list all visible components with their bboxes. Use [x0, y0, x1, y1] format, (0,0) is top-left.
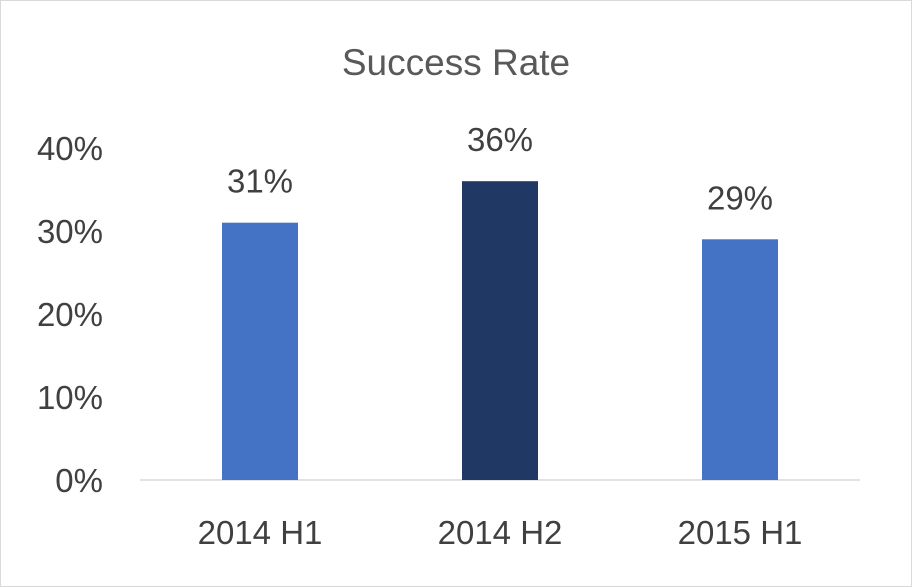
y-axis-ticks: 0% 10% 20% 30% 40% — [37, 130, 103, 499]
y-tick-label: 30% — [37, 213, 103, 250]
category-label: 2015 H1 — [678, 514, 803, 551]
y-tick-label: 0% — [55, 462, 103, 499]
data-label: 31% — [227, 163, 293, 200]
category-label: 2014 H1 — [198, 514, 323, 551]
category-labels: 2014 H1 2014 H2 2015 H1 — [198, 514, 803, 551]
bar-2014-h2 — [462, 181, 538, 480]
bars — [222, 181, 778, 480]
bar-2014-h1 — [222, 222, 298, 480]
y-tick-label: 10% — [37, 379, 103, 416]
y-tick-label: 40% — [37, 130, 103, 167]
category-label: 2014 H2 — [438, 514, 563, 551]
chart-title: Success Rate — [341, 42, 571, 83]
data-label: 36% — [467, 121, 533, 158]
bar-2015-h1 — [702, 239, 778, 480]
data-label: 29% — [707, 179, 773, 216]
y-tick-label: 20% — [37, 296, 103, 333]
data-labels: 31% 36% 29% — [227, 121, 773, 216]
